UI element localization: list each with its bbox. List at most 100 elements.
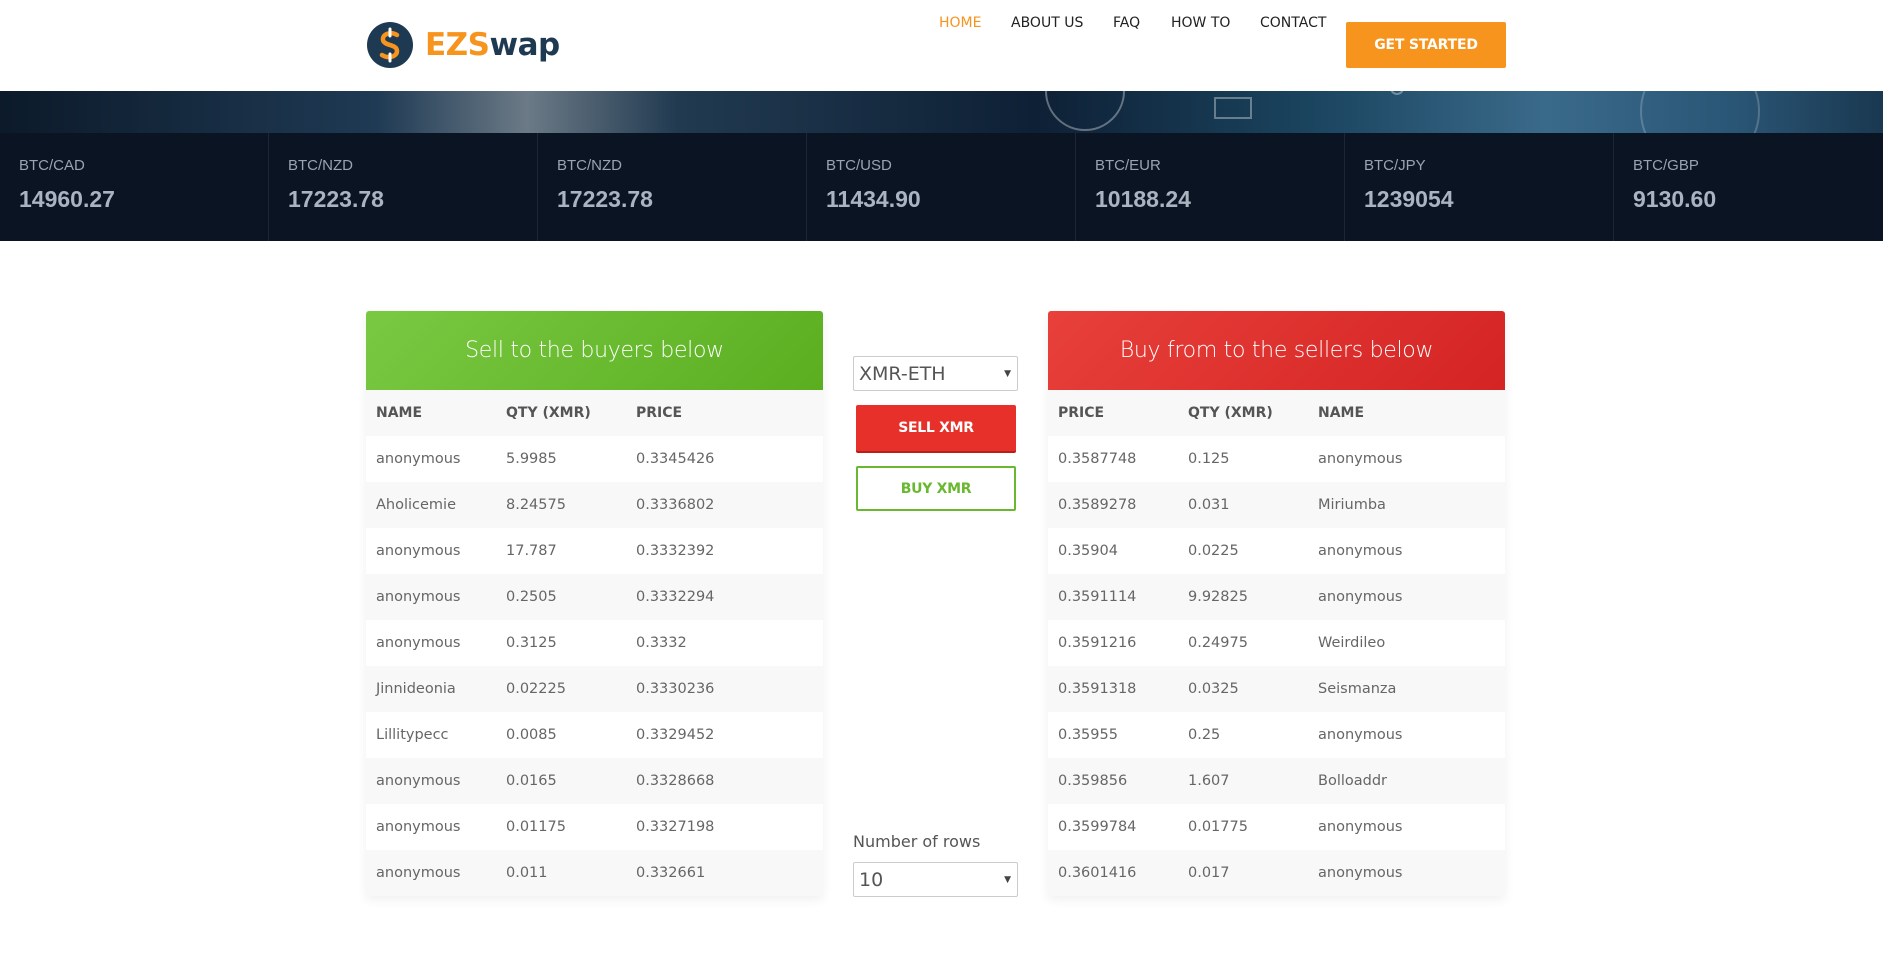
cell-name: anonymous [376, 543, 461, 559]
nav-about-us[interactable]: ABOUT US [1011, 15, 1084, 31]
cell-price: 0.3587748 [1058, 451, 1137, 467]
ticker-item: BTC/GBP 9130.60 [1614, 133, 1883, 241]
get-started-button[interactable]: GET STARTED [1346, 22, 1506, 68]
cell-qty: 0.2505 [506, 589, 557, 605]
sell-table-body: anonymous 5.9985 0.3345426 Aholicemie 8.245… [366, 436, 823, 896]
node-graphic [1390, 91, 1404, 95]
table-row[interactable]: Aholicemie 8.24575 0.3336802 [366, 482, 823, 528]
cell-price: 0.3332 [636, 635, 687, 651]
dropdown-arrow-icon: ▼ [1004, 369, 1011, 379]
column-header: NAME [376, 405, 423, 421]
cell-name: anonymous [376, 635, 461, 651]
pair-select[interactable]: XMR-ETH ▼ [853, 356, 1018, 391]
cell-name: Seismanza [1318, 681, 1397, 697]
cell-price: 0.3599784 [1058, 819, 1137, 835]
cell-qty: 8.24575 [506, 497, 566, 513]
pair-select-value: XMR-ETH [859, 362, 946, 385]
table-row[interactable]: 0.359856 1.607 Bolloaddr [1048, 758, 1505, 804]
table-row[interactable]: anonymous 0.011 0.332661 [366, 850, 823, 896]
cell-name: Lillitypecc [376, 727, 449, 743]
cell-price: 0.3601416 [1058, 865, 1137, 881]
cell-qty: 17.787 [506, 543, 557, 559]
cell-price: 0.3332392 [636, 543, 715, 559]
table-row[interactable]: 0.3589278 0.031 Miriumba [1048, 482, 1505, 528]
ticker-value: 17223.78 [288, 186, 384, 212]
cell-name: Jinnideonia [376, 681, 456, 697]
logo[interactable]: EZSwap [367, 22, 560, 68]
cell-name: Bolloaddr [1318, 773, 1388, 789]
ticker-item: BTC/JPY 1239054 [1345, 133, 1614, 241]
ticker-value: 14960.27 [19, 186, 115, 212]
buy-panel-title: Buy from to the sellers below [1048, 311, 1505, 390]
cell-qty: 0.01775 [1188, 819, 1248, 835]
cell-qty: 9.92825 [1188, 589, 1248, 605]
buy-orders-panel: Buy from to the sellers below PRICE QTY … [1048, 311, 1505, 896]
ticker-item: BTC/USD 11434.90 [807, 133, 1076, 241]
sell-xmr-button[interactable]: SELL XMR [856, 405, 1016, 451]
rows-select-value: 10 [859, 868, 884, 891]
ticker-item: BTC/NZD 17223.78 [538, 133, 807, 241]
cell-name: anonymous [376, 589, 461, 605]
table-row[interactable]: 0.3591318 0.0325 Seismanza [1048, 666, 1505, 712]
cell-qty: 0.25 [1188, 727, 1221, 743]
table-row[interactable]: 0.3601416 0.017 anonymous [1048, 850, 1505, 896]
nav-how-to[interactable]: HOW TO [1171, 15, 1231, 31]
column-header: PRICE [1058, 405, 1105, 421]
table-row[interactable]: anonymous 0.3125 0.3332 [366, 620, 823, 666]
cell-name: Aholicemie [376, 497, 457, 513]
buy-xmr-button[interactable]: BUY XMR [856, 466, 1016, 511]
cell-price: 0.3328668 [636, 773, 715, 789]
table-row[interactable]: anonymous 0.01175 0.3327198 [366, 804, 823, 850]
ticker-pair: BTC/CAD [19, 157, 85, 174]
rows-label: Number of rows [853, 832, 981, 851]
ticker-item: BTC/CAD 14960.27 [0, 133, 269, 241]
cell-qty: 5.9985 [506, 451, 557, 467]
table-row[interactable]: anonymous 0.2505 0.3332294 [366, 574, 823, 620]
hero-banner-strip [0, 91, 1883, 133]
cell-price: 0.3591216 [1058, 635, 1137, 651]
table-row[interactable]: 0.3591216 0.24975 Weirdileo [1048, 620, 1505, 666]
ticker-value: 11434.90 [826, 186, 921, 212]
nav-contact[interactable]: CONTACT [1260, 15, 1327, 31]
sell-table-header: NAME QTY (XMR) PRICE [366, 390, 823, 436]
cell-price: 0.3332294 [636, 589, 715, 605]
column-header: QTY (XMR) [1188, 405, 1273, 421]
dropdown-arrow-icon: ▼ [1004, 875, 1011, 885]
cell-name: anonymous [1318, 865, 1403, 881]
sell-orders-panel: Sell to the buyers below NAME QTY (XMR) … [366, 311, 823, 896]
table-row[interactable]: 0.35904 0.0225 anonymous [1048, 528, 1505, 574]
nav-faq[interactable]: FAQ [1113, 15, 1141, 31]
ticker-pair: BTC/JPY [1364, 157, 1426, 174]
cell-qty: 0.031 [1188, 497, 1230, 513]
cell-name: anonymous [376, 773, 461, 789]
sell-panel-title: Sell to the buyers below [366, 311, 823, 390]
cell-qty: 0.011 [506, 865, 548, 881]
cell-qty: 0.125 [1188, 451, 1230, 467]
table-row[interactable]: 0.3587748 0.125 anonymous [1048, 436, 1505, 482]
column-header: NAME [1318, 405, 1365, 421]
table-row[interactable]: anonymous 0.0165 0.3328668 [366, 758, 823, 804]
table-row[interactable]: 0.3591114 9.92825 anonymous [1048, 574, 1505, 620]
ticker-item: BTC/EUR 10188.24 [1076, 133, 1345, 241]
rows-select[interactable]: 10 ▼ [853, 862, 1018, 897]
cell-name: anonymous [376, 451, 461, 467]
cell-price: 0.3345426 [636, 451, 715, 467]
cell-qty: 0.0165 [506, 773, 557, 789]
nav-home[interactable]: HOME [939, 15, 982, 31]
table-row[interactable]: Jinnideonia 0.02225 0.3330236 [366, 666, 823, 712]
table-row[interactable]: anonymous 5.9985 0.3345426 [366, 436, 823, 482]
price-ticker: BTC/CAD 14960.27 BTC/NZD 17223.78 BTC/NZD 1… [0, 133, 1883, 241]
ticker-pair: BTC/GBP [1633, 157, 1699, 174]
table-row[interactable]: anonymous 17.787 0.3332392 [366, 528, 823, 574]
table-row[interactable]: 0.35955 0.25 anonymous [1048, 712, 1505, 758]
cell-name: anonymous [376, 865, 461, 881]
table-row[interactable]: Lillitypecc 0.0085 0.3329452 [366, 712, 823, 758]
ticker-pair: BTC/USD [826, 157, 892, 174]
cell-price: 0.3589278 [1058, 497, 1137, 513]
cell-price: 0.35955 [1058, 727, 1118, 743]
circle-graphic [1640, 91, 1760, 133]
ticker-value: 17223.78 [557, 186, 653, 212]
ticker-value: 1239054 [1364, 186, 1454, 212]
ticker-pair: BTC/NZD [557, 157, 622, 174]
table-row[interactable]: 0.3599784 0.01775 anonymous [1048, 804, 1505, 850]
